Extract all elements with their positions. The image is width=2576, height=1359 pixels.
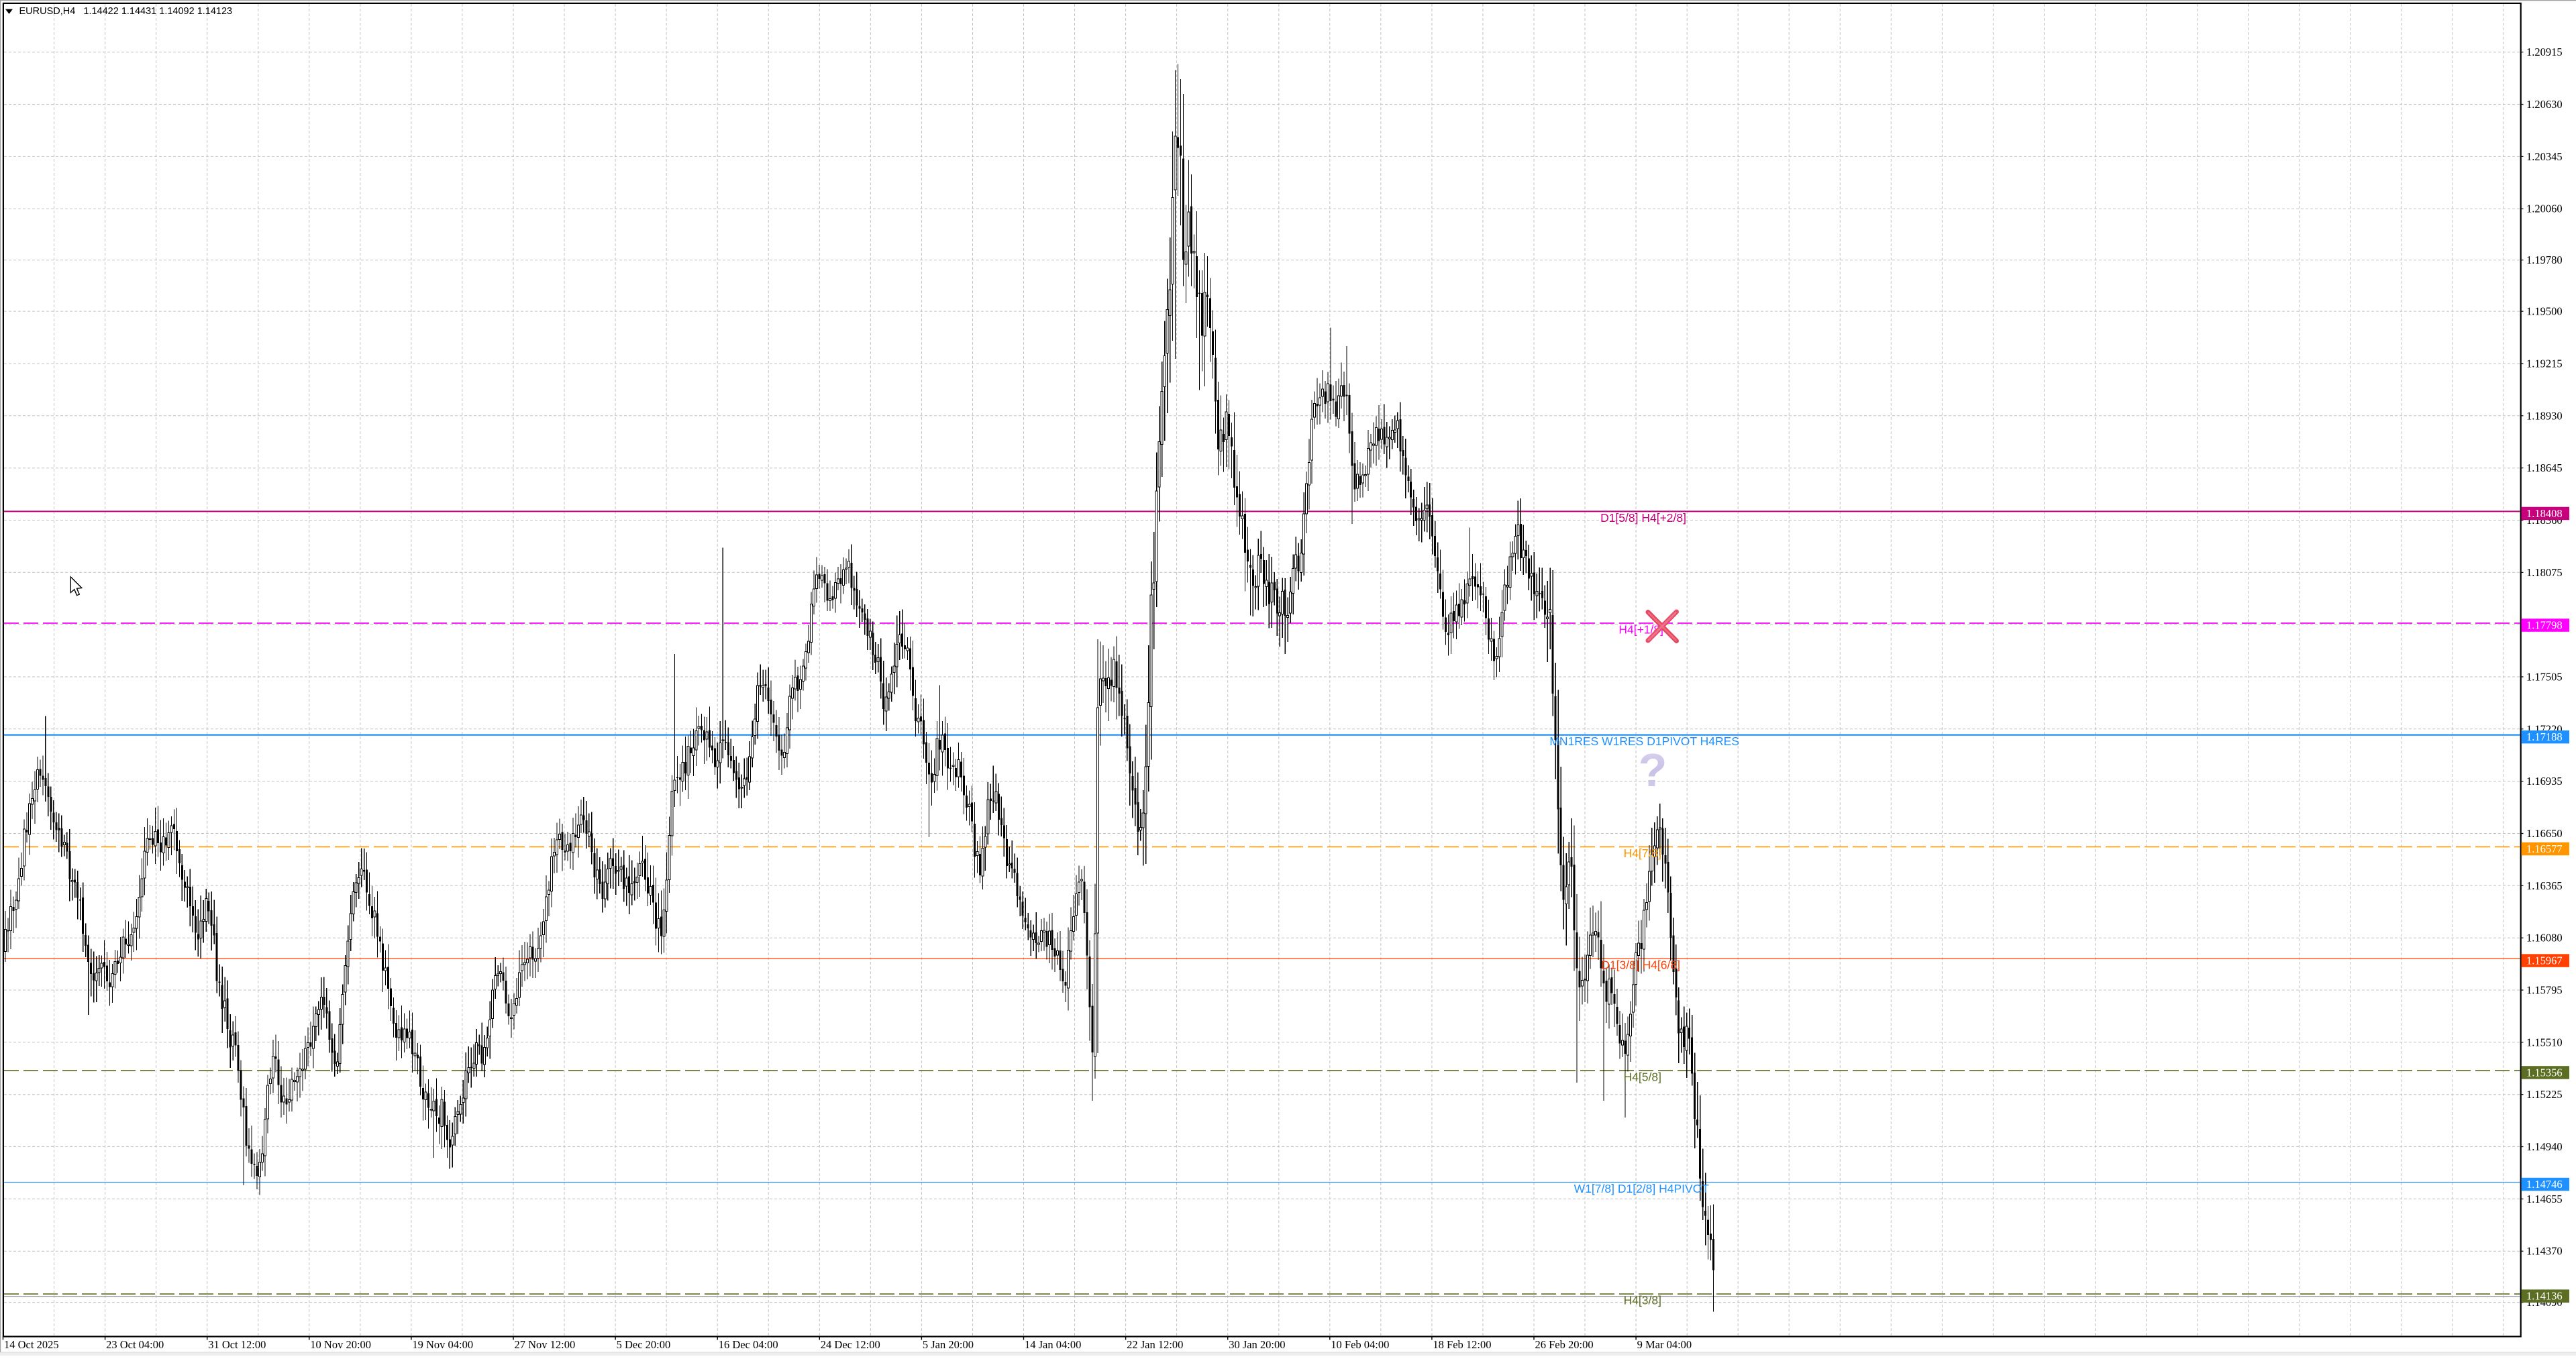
svg-text:1.20630: 1.20630: [2526, 98, 2563, 111]
svg-text:H4[3/8]: H4[3/8]: [1624, 1294, 1661, 1307]
svg-text:1.16365: 1.16365: [2526, 879, 2563, 892]
svg-text:5 Jan 20:00: 5 Jan 20:00: [923, 1338, 974, 1351]
svg-text:EURUSD,H4 1.14422 1.14431 1.: EURUSD,H4 1.14422 1.14431 1.14092 1.1412…: [19, 6, 233, 17]
svg-text:1.15510: 1.15510: [2526, 1036, 2563, 1048]
svg-text:1.19780: 1.19780: [2526, 254, 2563, 266]
svg-text:H4[5/8]: H4[5/8]: [1624, 1070, 1661, 1083]
svg-text:1.14136: 1.14136: [2526, 1290, 2563, 1303]
svg-text:1.14940: 1.14940: [2526, 1140, 2563, 1153]
svg-text:10 Feb 04:00: 10 Feb 04:00: [1331, 1338, 1389, 1351]
svg-text:23 Oct 04:00: 23 Oct 04:00: [106, 1338, 164, 1351]
svg-text:1.19500: 1.19500: [2526, 305, 2563, 318]
svg-text:1.19215: 1.19215: [2526, 358, 2563, 370]
svg-text:1.18408: 1.18408: [2526, 507, 2563, 520]
svg-text:H4[+1/8]: H4[+1/8]: [1618, 623, 1663, 637]
svg-text:1.20915: 1.20915: [2526, 46, 2563, 58]
svg-text:1.14655: 1.14655: [2526, 1193, 2563, 1205]
svg-text:19 Nov 04:00: 19 Nov 04:00: [412, 1338, 473, 1351]
svg-text:14 Jan 04:00: 14 Jan 04:00: [1025, 1338, 1081, 1351]
svg-text:24 Dec 12:00: 24 Dec 12:00: [821, 1338, 880, 1351]
svg-text:9 Mar 04:00: 9 Mar 04:00: [1637, 1338, 1692, 1351]
svg-text:1.14370: 1.14370: [2526, 1245, 2563, 1258]
svg-text:1.16577: 1.16577: [2526, 842, 2563, 855]
svg-text:1.20060: 1.20060: [2526, 203, 2563, 215]
svg-text:1.15967: 1.15967: [2526, 955, 2563, 967]
svg-text:1.18075: 1.18075: [2526, 566, 2563, 579]
svg-text:22 Jan 12:00: 22 Jan 12:00: [1127, 1338, 1183, 1351]
svg-text:1.15795: 1.15795: [2526, 984, 2563, 997]
svg-text:1.16935: 1.16935: [2526, 775, 2563, 787]
svg-text:W1[7/8] D1[2/8] H4PIVOT: W1[7/8] D1[2/8] H4PIVOT: [1574, 1182, 1710, 1195]
svg-text:5 Dec 20:00: 5 Dec 20:00: [617, 1338, 671, 1351]
svg-text:1.17505: 1.17505: [2526, 671, 2563, 684]
svg-text:?: ?: [1639, 744, 1667, 796]
svg-text:1.17188: 1.17188: [2526, 730, 2563, 743]
svg-text:1.16080: 1.16080: [2526, 932, 2563, 944]
svg-text:1.18930: 1.18930: [2526, 409, 2563, 422]
svg-text:1.20345: 1.20345: [2526, 150, 2563, 163]
svg-text:16 Dec 04:00: 16 Dec 04:00: [719, 1338, 778, 1351]
svg-text:27 Nov 12:00: 27 Nov 12:00: [515, 1338, 576, 1351]
svg-text:14 Oct 2025: 14 Oct 2025: [4, 1338, 59, 1351]
svg-text:D1[5/8] H4[+2/8]: D1[5/8] H4[+2/8]: [1600, 511, 1686, 525]
svg-text:1.17798: 1.17798: [2526, 619, 2563, 632]
svg-text:26 Feb 20:00: 26 Feb 20:00: [1535, 1338, 1594, 1351]
svg-text:1.18645: 1.18645: [2526, 461, 2563, 474]
svg-text:1.14746: 1.14746: [2526, 1178, 2563, 1191]
svg-text:H4[7/8]: H4[7/8]: [1624, 847, 1661, 860]
svg-text:30 Jan 20:00: 30 Jan 20:00: [1229, 1338, 1285, 1351]
svg-text:31 Oct 12:00: 31 Oct 12:00: [208, 1338, 266, 1351]
svg-text:D1[3/8] H4[6/8]: D1[3/8] H4[6/8]: [1601, 959, 1680, 972]
svg-text:MN1RES W1RES D1PIVOT H4RES: MN1RES W1RES D1PIVOT H4RES: [1549, 735, 1739, 748]
svg-text:1.15356: 1.15356: [2526, 1067, 2563, 1079]
svg-text:1.16650: 1.16650: [2526, 827, 2563, 840]
svg-text:1.15225: 1.15225: [2526, 1088, 2563, 1101]
svg-text:18 Feb 12:00: 18 Feb 12:00: [1433, 1338, 1491, 1351]
svg-text:10 Nov 20:00: 10 Nov 20:00: [310, 1338, 371, 1351]
